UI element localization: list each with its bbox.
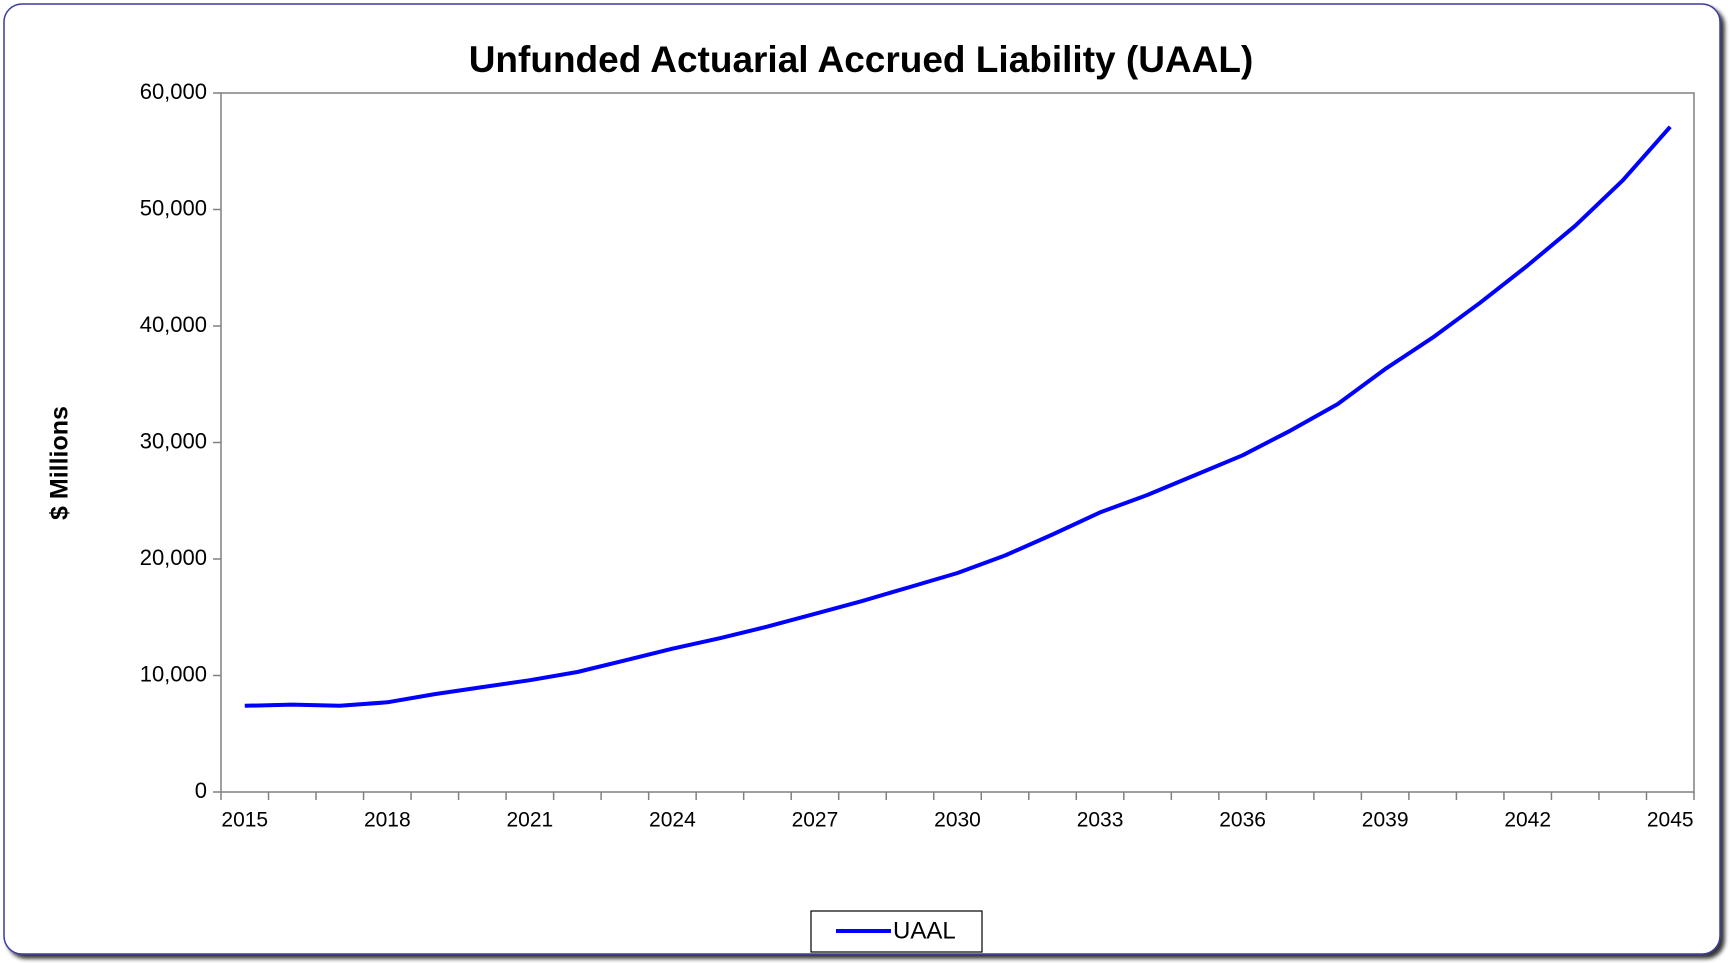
y-tick-label: 10,000	[140, 661, 207, 686]
y-axis-label: $ Millions	[46, 406, 74, 520]
y-tick-label: 30,000	[140, 428, 207, 453]
y-tick-label: 60,000	[140, 79, 207, 104]
x-tick-label: 2033	[1077, 809, 1124, 832]
x-tick-label: 2015	[221, 809, 268, 832]
x-tick-label: 2036	[1219, 809, 1266, 832]
x-tick-label: 2018	[364, 809, 411, 832]
y-tick-label: 20,000	[140, 545, 207, 570]
x-tick-label: 2039	[1362, 809, 1409, 832]
y-tick-label: 50,000	[140, 195, 207, 220]
x-tick-label: 2021	[506, 809, 553, 832]
x-tick-label: 2042	[1504, 809, 1551, 832]
x-tick-label: 2030	[934, 809, 981, 832]
y-tick-label: 0	[195, 778, 207, 803]
chart-frame	[3, 3, 1721, 955]
x-tick-label: 2027	[792, 809, 839, 832]
y-tick-label: 40,000	[140, 312, 207, 337]
legend-label: UAAL	[893, 917, 956, 944]
x-tick-label: 2045	[1647, 809, 1694, 832]
chart-title: Unfunded Actuarial Accrued Liability (UA…	[469, 39, 1254, 80]
x-tick-label: 2024	[649, 809, 696, 832]
series-line	[244, 125, 1672, 708]
